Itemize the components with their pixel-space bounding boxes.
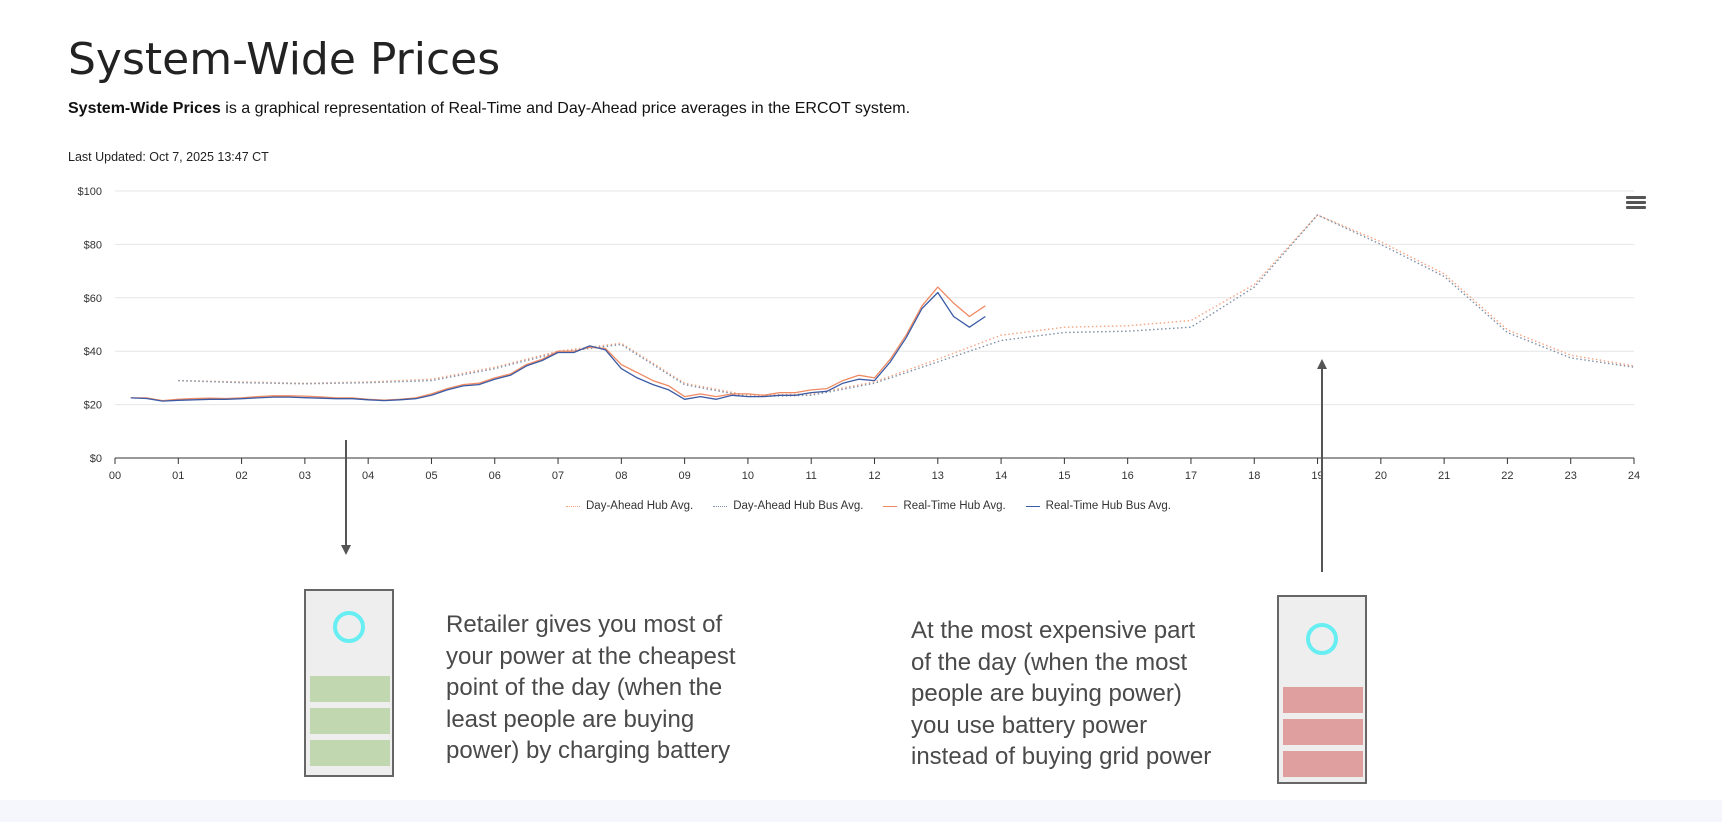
x-tick-label: 04: [362, 470, 374, 482]
x-tick-label: 16: [1122, 470, 1134, 482]
x-tick-label: 03: [299, 470, 311, 482]
last-updated: Last Updated: Oct 7, 2025 13:47 CT: [68, 150, 269, 164]
battery-cell: [1283, 751, 1363, 777]
x-tick-label: 23: [1565, 470, 1577, 482]
x-tick-label: 00: [109, 470, 121, 482]
battery-cell: [1283, 687, 1363, 713]
y-tick-label: $0: [90, 453, 102, 465]
battery-ring-icon: [1306, 623, 1338, 655]
description-text: is a graphical representation of Real-Ti…: [220, 100, 911, 117]
x-tick-label: 19: [1311, 470, 1323, 482]
x-tick-label: 21: [1438, 470, 1450, 482]
x-tick-label: 06: [489, 470, 501, 482]
legend-item[interactable]: Day-Ahead Hub Avg.: [566, 500, 693, 512]
description-bold: System-Wide Prices: [68, 100, 221, 117]
legend-label: Day-Ahead Hub Bus Avg.: [733, 500, 864, 512]
x-tick-label: 05: [425, 470, 437, 482]
series-line-4: [130, 291, 986, 402]
x-tick-label: 09: [679, 470, 691, 482]
chart-legend: Day-Ahead Hub Avg. Day-Ahead Hub Bus Avg.…: [566, 500, 1171, 512]
series-line-1: [178, 214, 1635, 396]
x-tick-label: 20: [1375, 470, 1387, 482]
x-tick-label: 08: [615, 470, 627, 482]
battery-charging-illustration: [304, 589, 394, 777]
legend-swatch: [1025, 505, 1040, 507]
battery-discharging-illustration: [1277, 595, 1367, 784]
battery-cell: [310, 740, 390, 766]
battery-cell: [1283, 719, 1363, 745]
x-tick-label: 22: [1501, 470, 1513, 482]
x-tick-label: 01: [172, 470, 184, 482]
legend-label: Day-Ahead Hub Avg.: [586, 500, 694, 512]
y-tick-label: $40: [84, 346, 102, 358]
y-tick-label: $60: [84, 293, 102, 305]
price-chart: $0 $20 $40 $60 $80 $100 00 01 02 03 04 05 06 07 08 09 10…: [78, 186, 1641, 482]
page-description: System-Wide Prices is a graphical repres…: [68, 100, 910, 118]
x-tick-label: 02: [235, 470, 247, 482]
legend-swatch: [883, 505, 898, 507]
y-tick-label: $20: [84, 400, 102, 412]
x-tick-label: 13: [932, 470, 944, 482]
left-annotation-text: Retailer gives you most of your power at…: [446, 611, 736, 764]
y-tick-label: $80: [84, 239, 102, 251]
right-annotation-text: At the most expensive part of the day (w…: [911, 617, 1212, 770]
legend-label: Real-Time Hub Avg.: [903, 500, 1006, 512]
legend-swatch: [566, 505, 580, 507]
x-tick-label: 07: [552, 470, 564, 482]
x-tick-label: 24: [1628, 470, 1640, 482]
x-tick-label: 10: [742, 470, 754, 482]
series-line-3: [130, 286, 986, 402]
battery-cell: [310, 676, 390, 702]
legend-swatch: [713, 505, 728, 507]
x-tick-label: 14: [995, 470, 1007, 482]
x-tick-label: 11: [805, 470, 816, 482]
x-tick-label: 18: [1248, 470, 1260, 482]
x-tick-label: 15: [1058, 470, 1070, 482]
x-tick-label: 17: [1185, 470, 1197, 482]
legend-item[interactable]: Real-Time Hub Avg.: [883, 500, 1006, 512]
x-tick-label: 12: [868, 470, 880, 482]
y-tick-label: $100: [78, 186, 102, 198]
legend-label: Real-Time Hub Bus Avg.: [1045, 500, 1171, 512]
page-title: System-Wide Prices: [68, 34, 501, 85]
hamburger-menu-icon[interactable]: [1626, 196, 1646, 212]
footer-band: [0, 800, 1722, 822]
battery-cell: [310, 708, 390, 734]
legend-item[interactable]: Day-Ahead Hub Bus Avg.: [713, 500, 863, 512]
series-line-2: [178, 214, 1635, 398]
battery-ring-icon: [333, 611, 365, 643]
legend-item[interactable]: Real-Time Hub Bus Avg.: [1025, 500, 1171, 512]
